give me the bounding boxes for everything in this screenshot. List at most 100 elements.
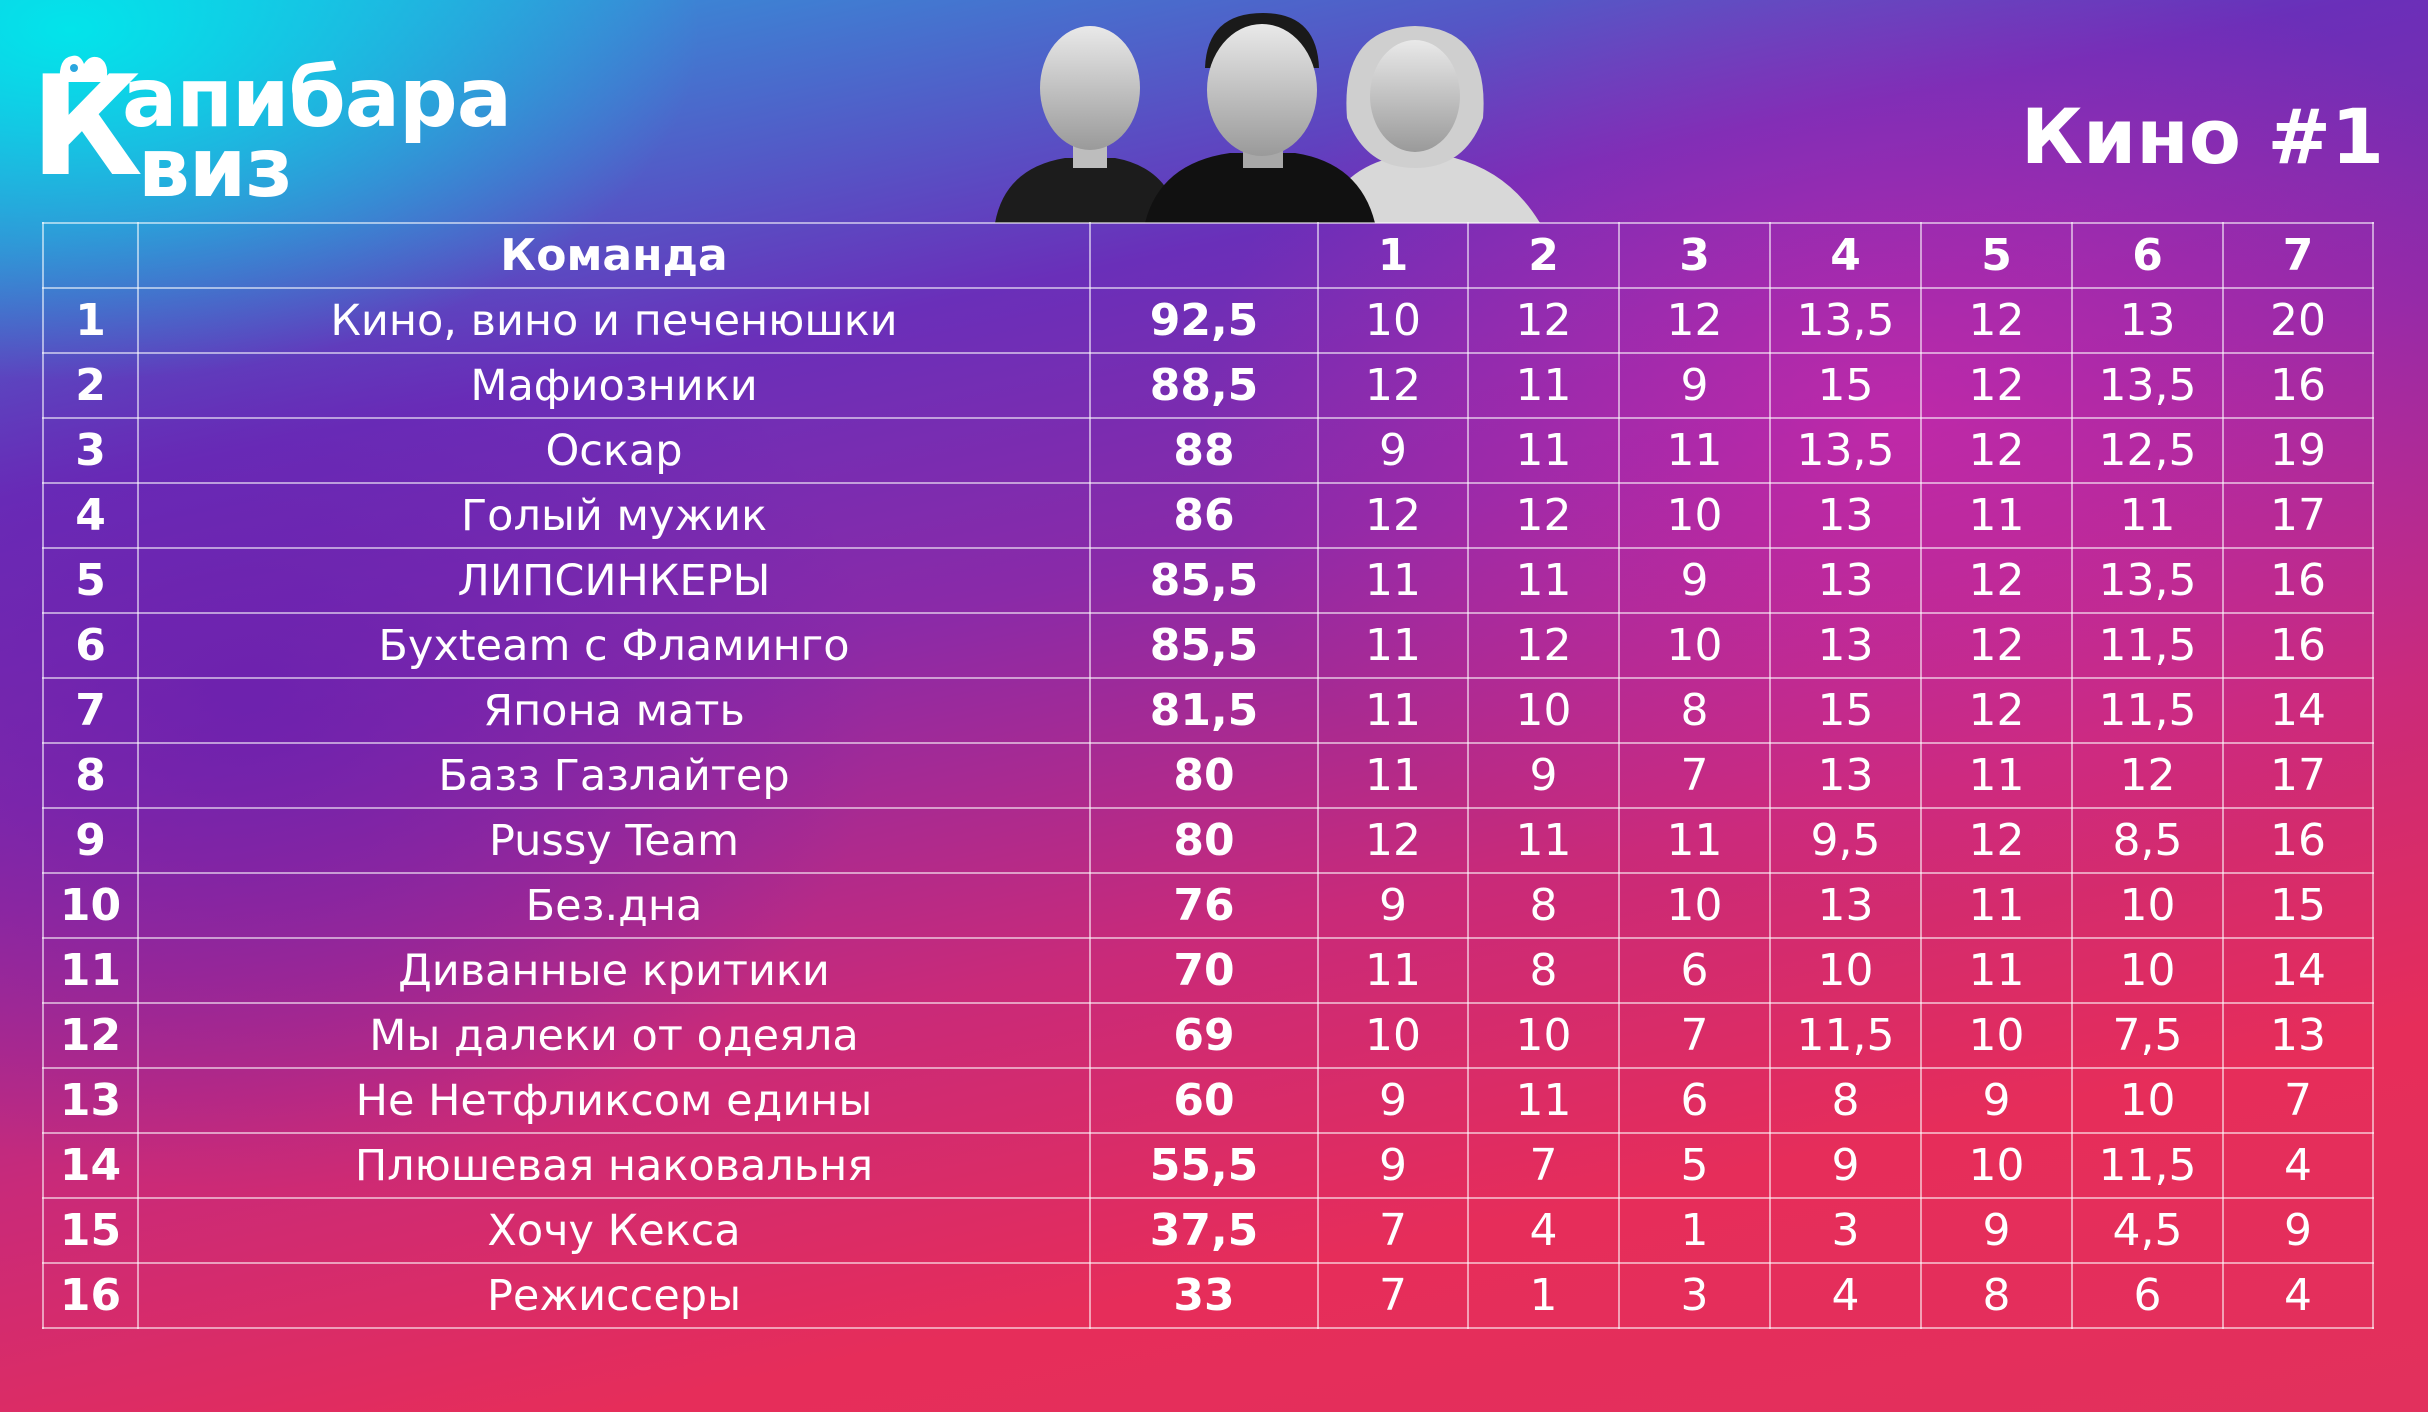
round-7-score-cell: 4	[2222, 1262, 2374, 1329]
team-name-cell: Не Нетфликсом едины	[137, 1067, 1091, 1134]
team-name-cell: Без.дна	[137, 872, 1091, 939]
table-row: 7 Япона мать 81,5 11 10 8 15 12 11,5 14	[42, 677, 2374, 744]
team-name-cell: Кино, вино и печенюшки	[137, 287, 1091, 354]
round-2-score-cell: 11	[1467, 807, 1620, 874]
round-2-score-cell: 7	[1467, 1132, 1620, 1199]
total-score-cell: 76	[1089, 872, 1319, 939]
table-row: 2 Мафиозники 88,5 12 11 9 15 12 13,5 16	[42, 352, 2374, 419]
header-total	[1089, 222, 1319, 289]
table-row: 4 Голый мужик 86 12 12 10 13 11 11 17	[42, 482, 2374, 549]
round-1-score-cell: 11	[1317, 547, 1469, 614]
round-2-score-cell: 4	[1467, 1197, 1620, 1264]
round-5-score-cell: 10	[1920, 1132, 2073, 1199]
round-4-score-cell: 9,5	[1769, 807, 1922, 874]
place-cell: 12	[42, 1002, 139, 1069]
round-6-score-cell: 11,5	[2071, 677, 2224, 744]
round-7-score-cell: 16	[2222, 352, 2374, 419]
table-row: 5 ЛИПСИНКЕРЫ 85,5 11 11 9 13 12 13,5 16	[42, 547, 2374, 614]
round-2-score-cell: 10	[1467, 677, 1620, 744]
header-round-7: 7	[2222, 222, 2374, 289]
round-2-score-cell: 11	[1467, 1067, 1620, 1134]
total-score-cell: 85,5	[1089, 547, 1319, 614]
round-6-score-cell: 10	[2071, 937, 2224, 1004]
round-7-score-cell: 17	[2222, 482, 2374, 549]
round-4-score-cell: 8	[1769, 1067, 1922, 1134]
place-cell: 16	[42, 1262, 139, 1329]
table-row: 9 Pussy Team 80 12 11 11 9,5 12 8,5 16	[42, 807, 2374, 874]
round-4-score-cell: 13	[1769, 872, 1922, 939]
team-name-cell: Голый мужик	[137, 482, 1091, 549]
round-5-score-cell: 12	[1920, 677, 2073, 744]
round-7-score-cell: 7	[2222, 1067, 2374, 1134]
round-6-score-cell: 4,5	[2071, 1197, 2224, 1264]
total-score-cell: 80	[1089, 807, 1319, 874]
total-score-cell: 88	[1089, 417, 1319, 484]
header-place	[42, 222, 139, 289]
round-3-score-cell: 12	[1618, 287, 1771, 354]
results-table: Команда 1 2 3 4 5 6 7 1 Кино, вино и пече…	[42, 222, 2374, 1329]
round-2-score-cell: 8	[1467, 937, 1620, 1004]
team-name-cell: Диванные критики	[137, 937, 1091, 1004]
team-name-cell: Плюшевая наковальня	[137, 1132, 1091, 1199]
round-5-score-cell: 9	[1920, 1067, 2073, 1134]
table-row: 16 Режиссеры 33 7 1 3 4 8 6 4	[42, 1262, 2374, 1329]
team-name-cell: Хочу Кекса	[137, 1197, 1091, 1264]
total-score-cell: 86	[1089, 482, 1319, 549]
round-1-score-cell: 9	[1317, 872, 1469, 939]
round-7-score-cell: 16	[2222, 807, 2374, 874]
round-7-score-cell: 17	[2222, 742, 2374, 809]
round-1-score-cell: 9	[1317, 1132, 1469, 1199]
total-score-cell: 80	[1089, 742, 1319, 809]
round-5-score-cell: 12	[1920, 352, 2073, 419]
table-row: 12 Мы далеки от одеяла 69 10 10 7 11,5 10 7,5 13	[42, 1002, 2374, 1069]
brand-logo: К апибара виз	[30, 51, 630, 210]
team-name-cell: ЛИПСИНКЕРЫ	[137, 547, 1091, 614]
round-7-score-cell: 13	[2222, 1002, 2374, 1069]
round-3-score-cell: 9	[1618, 547, 1771, 614]
total-score-cell: 70	[1089, 937, 1319, 1004]
round-6-score-cell: 13,5	[2071, 547, 2224, 614]
total-score-cell: 81,5	[1089, 677, 1319, 744]
round-1-score-cell: 7	[1317, 1262, 1469, 1329]
place-cell: 2	[42, 352, 139, 419]
round-5-score-cell: 12	[1920, 287, 2073, 354]
round-2-score-cell: 10	[1467, 1002, 1620, 1069]
round-6-score-cell: 12	[2071, 742, 2224, 809]
table-row: 6 Бухteam с Фламинго 85,5 11 12 10 13 12 11,5 16	[42, 612, 2374, 679]
round-4-score-cell: 15	[1769, 677, 1922, 744]
round-4-score-cell: 15	[1769, 352, 1922, 419]
round-1-score-cell: 12	[1317, 807, 1469, 874]
round-3-score-cell: 8	[1618, 677, 1771, 744]
round-6-score-cell: 13,5	[2071, 352, 2224, 419]
place-cell: 14	[42, 1132, 139, 1199]
round-3-score-cell: 3	[1618, 1262, 1771, 1329]
table-row: 15 Хочу Кекса 37,5 7 4 1 3 9 4,5 9	[42, 1197, 2374, 1264]
table-row: 8 Базз Газлайтер 80 11 9 7 13 11 12 17	[42, 742, 2374, 809]
round-6-score-cell: 6	[2071, 1262, 2224, 1329]
round-5-score-cell: 8	[1920, 1262, 2073, 1329]
logo-line-1: апибара	[122, 51, 512, 146]
round-3-score-cell: 7	[1618, 742, 1771, 809]
round-4-score-cell: 13,5	[1769, 417, 1922, 484]
team-name-cell: Pussy Team	[137, 807, 1091, 874]
round-1-score-cell: 11	[1317, 677, 1469, 744]
round-7-score-cell: 9	[2222, 1197, 2374, 1264]
table-row: 3 Оскар 88 9 11 11 13,5 12 12,5 19	[42, 417, 2374, 484]
round-1-score-cell: 10	[1317, 1002, 1469, 1069]
total-score-cell: 88,5	[1089, 352, 1319, 419]
table-row: 14 Плюшевая наковальня 55,5 9 7 5 9 10 11,5 4	[42, 1132, 2374, 1199]
header-round-4: 4	[1769, 222, 1922, 289]
place-cell: 8	[42, 742, 139, 809]
round-6-score-cell: 11,5	[2071, 612, 2224, 679]
round-5-score-cell: 12	[1920, 612, 2073, 679]
round-1-score-cell: 10	[1317, 287, 1469, 354]
total-score-cell: 55,5	[1089, 1132, 1319, 1199]
place-cell: 7	[42, 677, 139, 744]
round-3-score-cell: 6	[1618, 937, 1771, 1004]
round-2-score-cell: 9	[1467, 742, 1620, 809]
round-1-score-cell: 9	[1317, 417, 1469, 484]
team-name-cell: Оскар	[137, 417, 1091, 484]
total-score-cell: 92,5	[1089, 287, 1319, 354]
round-3-score-cell: 9	[1618, 352, 1771, 419]
total-score-cell: 37,5	[1089, 1197, 1319, 1264]
